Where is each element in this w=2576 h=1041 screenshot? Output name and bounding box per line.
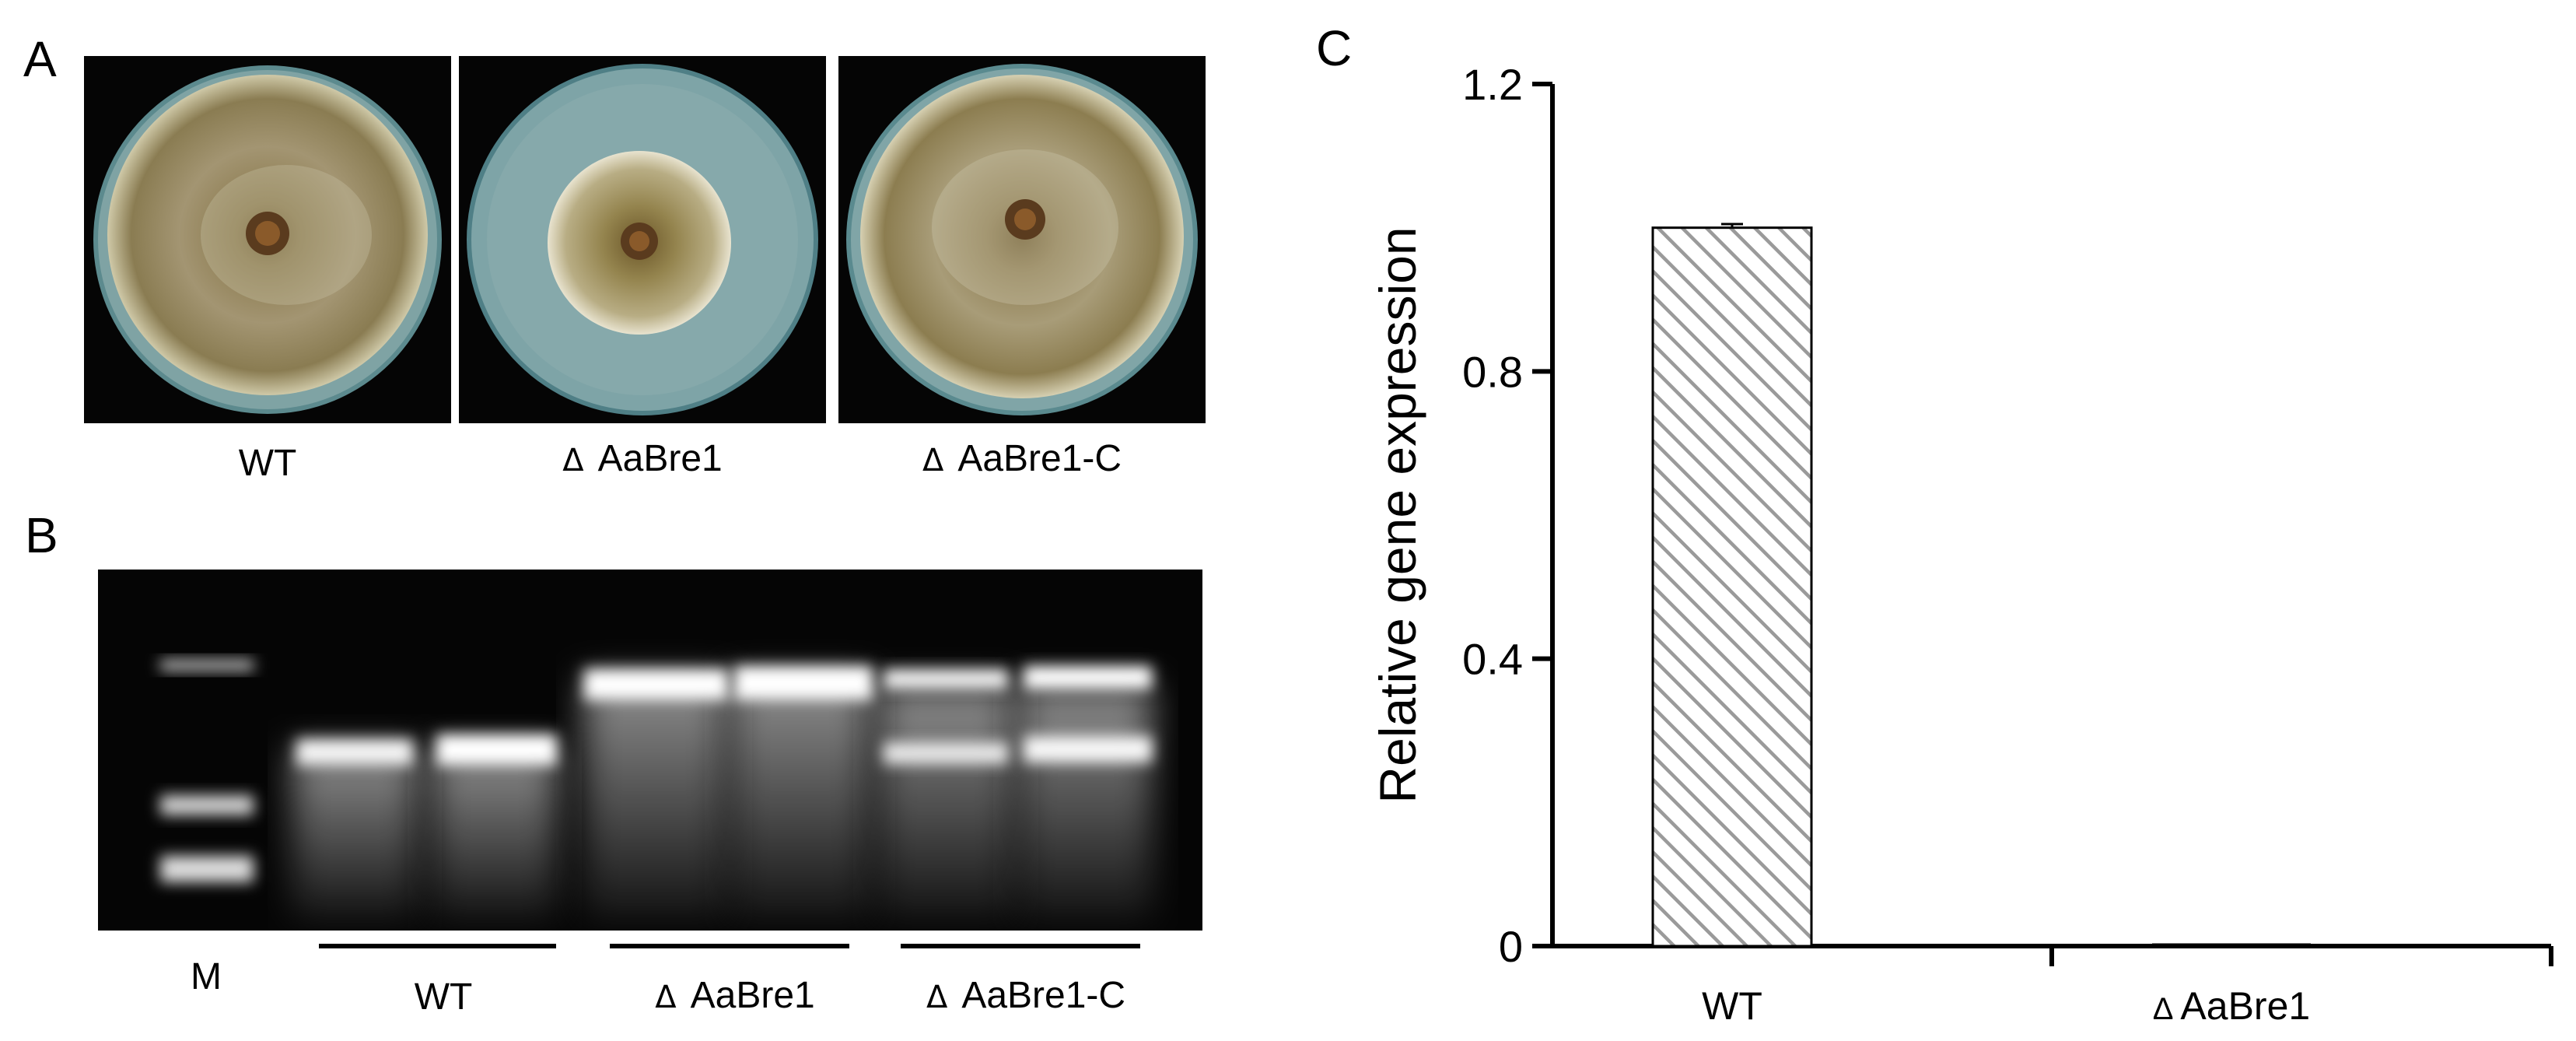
y-tick-label: 0 [1499,922,1523,971]
lane-bar-complemented [901,944,1140,948]
delta-glyph: Δ [926,980,948,1015]
plate-caption-deletion-label: AaBre1 [597,438,723,479]
y-axis-title: Relative gene expression [1369,226,1426,803]
x-category-text: AaBre1 [2180,984,2310,1028]
x-category-label: Δ AaBre1 [2153,984,2310,1028]
gel-group-deletion: Δ AaBre1 [622,977,848,1015]
inoculum-center [255,221,280,246]
plate-caption-wt-label: WT [238,443,297,484]
chart-axes: 0 0.4 0.8 1.2 [1462,60,2553,971]
bar-wt [1651,226,1813,948]
plate-caption-wt: WT [190,445,345,482]
plate-caption-complemented: Δ AaBre1-C [882,440,1162,478]
gel-svg [160,660,1152,920]
x-category-text: WT [1702,984,1762,1028]
delta-glyph: Δ [562,443,584,478]
y-tick-label: 1.2 [1462,60,1523,109]
gel-group-complemented-label: AaBre1-C [961,975,1126,1016]
inoculum-center [629,231,649,251]
delta-glyph: Δ [655,980,677,1015]
plate-caption-deletion: Δ AaBre1 [526,440,759,478]
complemented-lanes [880,666,1152,920]
marker-label: M [191,956,222,997]
lane-bar-deletion [610,944,849,948]
chart-bars [1651,223,2311,948]
panel-a-letter: A [23,31,57,87]
plate-wt-svg [93,65,442,414]
gel-group-complemented: Δ AaBre1-C [898,977,1154,1015]
delta-glyph: Δ [922,443,944,478]
gel-group-deletion-label: AaBre1 [690,975,815,1016]
panel-c-letter: C [1316,20,1353,76]
plate-deletion-svg [467,64,818,415]
wt-lanes [292,734,557,920]
y-tick-label: 0.4 [1462,635,1523,684]
gel-group-wt: WT [366,979,521,1016]
gel-image [98,570,1202,931]
plate-caption-complemented-label: AaBre1-C [957,438,1122,479]
delta-glyph: Δ [2153,992,2181,1026]
plate-photo-deletion [459,56,826,423]
y-tick-label: 0.8 [1462,347,1523,396]
panel-b-letter: B [25,507,58,563]
chart-labels: Relative gene expression WT Δ AaBre1 [1369,226,2310,1028]
inoculum-center [1014,209,1036,230]
plate-complemented-svg [846,64,1198,415]
plate-photo-complemented [838,56,1206,423]
x-category-label: WT [1702,984,1762,1028]
deletion-lanes [584,666,873,920]
lane-bar-wt [319,944,556,948]
plate-photo-wt [84,56,451,423]
gel-group-wt-label: WT [414,976,473,1018]
marker-lane [160,660,254,882]
